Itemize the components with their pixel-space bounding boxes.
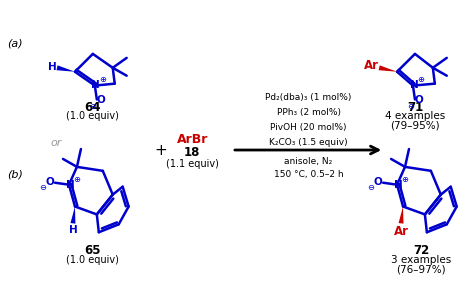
Text: (a): (a) xyxy=(8,39,23,49)
Text: 65: 65 xyxy=(84,244,101,257)
Text: +: + xyxy=(154,142,167,157)
Text: anisole, N₂: anisole, N₂ xyxy=(284,157,333,167)
Text: ⊖: ⊖ xyxy=(408,102,414,111)
Text: O: O xyxy=(374,177,383,187)
Text: H: H xyxy=(48,62,56,72)
Polygon shape xyxy=(71,206,75,224)
Text: 3 examples: 3 examples xyxy=(391,255,451,265)
Text: 64: 64 xyxy=(84,101,101,114)
Text: ⊕: ⊕ xyxy=(401,175,409,184)
Text: (79–95%): (79–95%) xyxy=(390,120,440,130)
Text: H: H xyxy=(69,225,77,235)
Text: Pd₂(dba)₃ (1 mol%): Pd₂(dba)₃ (1 mol%) xyxy=(265,93,352,102)
Text: Ar: Ar xyxy=(393,225,409,238)
Text: 71: 71 xyxy=(407,101,423,114)
Text: N: N xyxy=(65,180,74,190)
Text: ⊖: ⊖ xyxy=(90,102,96,111)
Text: Ar: Ar xyxy=(364,59,379,72)
Text: N: N xyxy=(394,180,402,190)
Text: (1.0 equiv): (1.0 equiv) xyxy=(66,111,119,121)
Polygon shape xyxy=(399,206,403,224)
Text: ⊕: ⊕ xyxy=(99,75,106,84)
Text: 4 examples: 4 examples xyxy=(385,111,445,121)
Text: 18: 18 xyxy=(184,145,201,159)
Text: 150 °C, 0.5–2 h: 150 °C, 0.5–2 h xyxy=(274,170,343,179)
Text: PPh₃ (2 mol%): PPh₃ (2 mol%) xyxy=(276,108,341,117)
Text: 72: 72 xyxy=(413,244,429,257)
Text: or: or xyxy=(50,138,62,148)
Text: (b): (b) xyxy=(8,170,23,180)
Text: ArBr: ArBr xyxy=(177,133,208,145)
Text: (76–97%): (76–97%) xyxy=(396,265,446,275)
Polygon shape xyxy=(379,65,397,72)
Text: ⊕: ⊕ xyxy=(418,75,424,84)
Text: N: N xyxy=(410,80,419,90)
Text: N: N xyxy=(91,80,100,90)
Text: O: O xyxy=(46,177,55,187)
Text: PivOH (20 mol%): PivOH (20 mol%) xyxy=(270,123,347,132)
Text: (1.0 equiv): (1.0 equiv) xyxy=(66,255,119,265)
Text: O: O xyxy=(415,95,423,106)
Text: ⊖: ⊖ xyxy=(40,183,46,192)
Text: (1.1 equiv): (1.1 equiv) xyxy=(166,159,219,169)
Text: ⊕: ⊕ xyxy=(73,175,81,184)
Text: K₂CO₃ (1.5 equiv): K₂CO₃ (1.5 equiv) xyxy=(269,138,348,147)
Polygon shape xyxy=(56,65,75,72)
Text: ⊖: ⊖ xyxy=(368,183,375,192)
Text: O: O xyxy=(96,95,105,106)
